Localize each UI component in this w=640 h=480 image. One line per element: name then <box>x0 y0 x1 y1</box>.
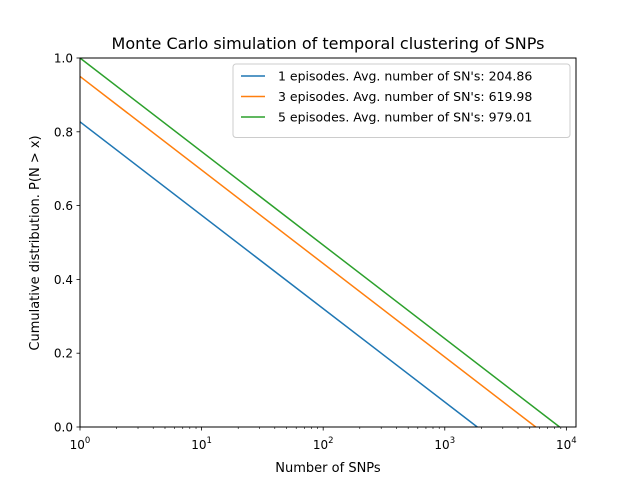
y-tick-label: 0.0 <box>54 421 73 435</box>
y-tick-label: 0.2 <box>54 347 73 361</box>
x-tick-label: 103 <box>434 436 455 452</box>
x-tick-label: 100 <box>70 436 91 452</box>
series-line-1 <box>79 121 478 428</box>
legend-label-3: 5 episodes. Avg. number of SN's: 979.01 <box>278 110 532 125</box>
series-line-2 <box>79 75 537 428</box>
legend-box <box>232 63 571 138</box>
series-line-3 <box>79 57 561 428</box>
x-tick-label: 101 <box>191 436 212 452</box>
axes-frame <box>79 57 577 428</box>
x-tick-label: 102 <box>313 436 334 452</box>
legend-label-1: 1 episodes. Avg. number of SN's: 204.86 <box>278 69 532 84</box>
axes: 100 101 102 103 104 0.0 0.2 0.4 0.6 0.8 1.0 <box>54 52 577 453</box>
x-axis-label: Number of SNPs <box>275 461 381 476</box>
legend-label-2: 3 episodes. Avg. number of SN's: 619.98 <box>278 89 532 104</box>
x-tick-label: 104 <box>556 436 577 452</box>
y-tick-label: 0.4 <box>54 273 73 287</box>
chart-title: Monte Carlo simulation of temporal clust… <box>112 34 545 53</box>
y-tick-label: 0.8 <box>54 125 73 139</box>
y-axis-label: Cumulative distribution. P(N > x) <box>28 135 43 350</box>
legend: 1 episodes. Avg. number of SN's: 204.86 3… <box>232 63 571 138</box>
plot-area <box>79 57 561 428</box>
y-tick-label: 0.6 <box>54 199 73 213</box>
y-tick-label: 1.0 <box>54 52 73 66</box>
